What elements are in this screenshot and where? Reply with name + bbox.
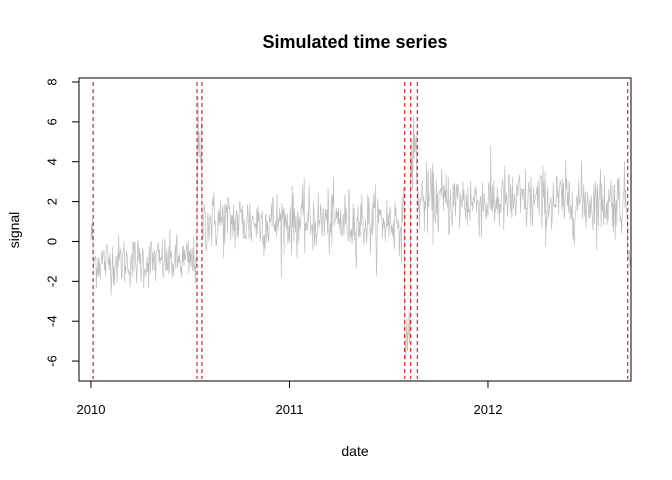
series-line-group: [90, 96, 631, 361]
x-axis: 2010 2011 2012: [77, 380, 503, 417]
x-tick-label: 2012: [474, 402, 503, 417]
x-tick-label: 2010: [77, 402, 106, 417]
plot-border: [78, 77, 632, 382]
x-tick-label: 2011: [275, 402, 303, 417]
x-axis-label: date: [341, 443, 368, 459]
y-tick-label: 2: [44, 198, 59, 205]
y-tick-label: 0: [44, 238, 59, 245]
changepoint-lines: [92, 82, 629, 379]
chart-title: Simulated time series: [262, 32, 447, 52]
y-tick-label: -6: [44, 355, 59, 367]
y-axis: -6 -4 -2 0 2 4 6 8: [44, 78, 80, 367]
y-tick-label: 4: [44, 158, 59, 165]
y-tick-label: -4: [44, 315, 59, 327]
y-tick-label: 8: [44, 78, 59, 85]
y-tick-label: 6: [44, 118, 59, 125]
y-axis-label: signal: [6, 212, 22, 249]
series-line: [90, 96, 631, 361]
y-tick-label: -2: [44, 276, 59, 288]
